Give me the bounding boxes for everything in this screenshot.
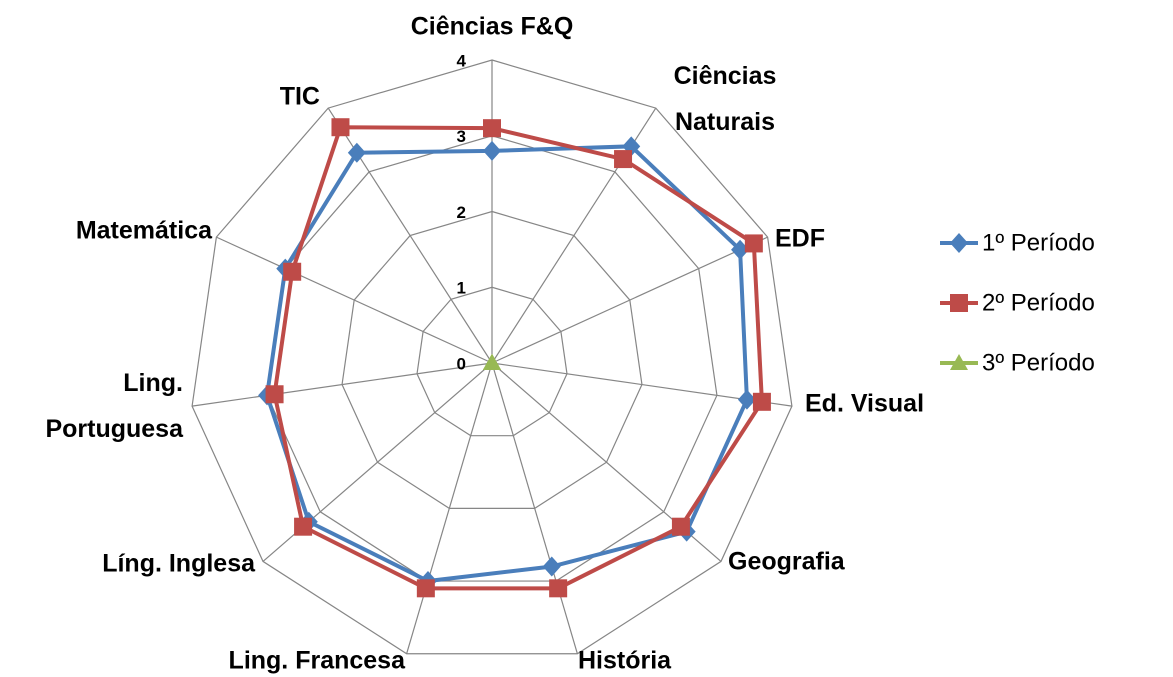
spoke bbox=[191, 362, 493, 407]
category-label: Ciências Naturais bbox=[674, 62, 777, 136]
series-line bbox=[265, 144, 749, 584]
r-tick-label: 4 bbox=[457, 51, 467, 70]
category-label: Líng. Inglesa bbox=[102, 550, 256, 578]
marker bbox=[265, 385, 284, 404]
marker bbox=[731, 239, 750, 260]
series-line bbox=[272, 125, 764, 591]
legend-label: 2º Período bbox=[982, 289, 1095, 316]
marker bbox=[542, 556, 561, 577]
category-label: Geografia bbox=[728, 548, 846, 576]
spoke bbox=[491, 362, 578, 654]
grid-ring bbox=[341, 210, 643, 509]
marker bbox=[614, 150, 633, 169]
spoke bbox=[327, 107, 493, 364]
spoke bbox=[491, 236, 768, 364]
marker bbox=[416, 579, 435, 598]
legend-label: 1º Período bbox=[982, 229, 1095, 256]
marker bbox=[752, 392, 771, 411]
category-label: Ling. Francesa bbox=[229, 647, 407, 675]
marker bbox=[950, 233, 968, 253]
marker bbox=[483, 140, 501, 161]
r-tick-label: 2 bbox=[457, 203, 466, 222]
marker bbox=[737, 389, 756, 410]
r-tick-label: 1 bbox=[457, 279, 466, 298]
marker bbox=[950, 294, 968, 312]
category-label: Ed. Visual bbox=[805, 390, 924, 418]
label-line: Ling. bbox=[123, 369, 183, 397]
marker bbox=[347, 142, 366, 163]
marker bbox=[294, 517, 313, 536]
category-label: História bbox=[578, 647, 672, 675]
category-label: EDF bbox=[775, 225, 825, 253]
label-line: Portuguesa bbox=[45, 415, 184, 443]
spoke bbox=[216, 236, 493, 364]
marker bbox=[950, 354, 968, 370]
marker bbox=[671, 517, 690, 536]
r-tick-label: 3 bbox=[457, 127, 466, 146]
grid-ring bbox=[191, 59, 793, 655]
marker bbox=[483, 354, 501, 370]
marker bbox=[549, 579, 568, 598]
marker bbox=[331, 118, 350, 137]
category-label: Ling. Portuguesa bbox=[45, 369, 184, 443]
marker bbox=[744, 234, 763, 253]
legend-label: 3º Período bbox=[982, 349, 1095, 376]
grid-ring bbox=[416, 286, 568, 437]
spoke bbox=[406, 362, 493, 654]
label-line: Ciências bbox=[674, 62, 777, 90]
category-label: TIC bbox=[280, 83, 320, 111]
marker bbox=[483, 119, 501, 138]
category-label: Matemática bbox=[76, 217, 213, 245]
marker bbox=[283, 262, 302, 281]
r-tick-label: 0 bbox=[457, 354, 466, 373]
label-line: Naturais bbox=[675, 108, 775, 136]
category-label: Ciências F&Q bbox=[411, 13, 574, 41]
